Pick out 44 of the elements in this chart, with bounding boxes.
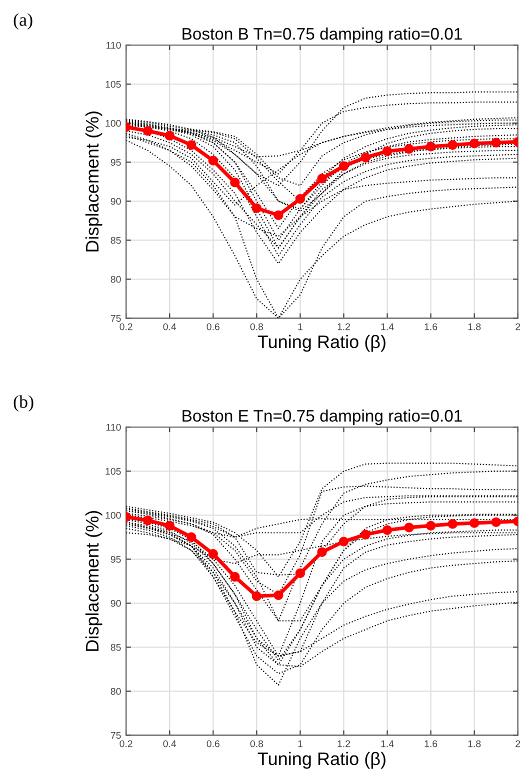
text: (a) [14, 13, 32, 30]
x-tick-label: 1.8 [468, 740, 481, 748]
x-tick-label: 1.2 [338, 740, 350, 748]
x-tick-label: 0.6 [206, 740, 220, 748]
chart-title: Boston E Tn=0.75 damping ratio=0.01 [182, 409, 462, 426]
y-tick-label: 75 [110, 315, 121, 322]
y-tick-label: 80 [110, 688, 121, 695]
x-tick-label: 1 [298, 740, 302, 748]
x-tick-label: 1.6 [424, 740, 438, 748]
x-tick-label: 1 [298, 323, 302, 330]
y-tick-label: 100 [106, 512, 121, 519]
x-tick-label: 0.4 [163, 323, 176, 330]
x-tick-label: 0.2 [120, 323, 132, 330]
y-tick-label: 105 [106, 80, 121, 88]
x-tick-label: 1.4 [381, 323, 394, 330]
y-tick-label: 105 [106, 468, 121, 475]
x-tick-label: 0.8 [250, 740, 264, 748]
y-tick-label: 95 [110, 158, 121, 166]
y-tick-label: 75 [110, 732, 121, 739]
y-tick-label: 85 [110, 236, 121, 244]
x-tick-label: 2 [516, 323, 520, 330]
x-tick-label: 0.6 [206, 323, 220, 330]
y-tick-label: 80 [110, 276, 121, 283]
x-axis-title: Tuning Ratio (β) [258, 334, 386, 352]
x-tick-label: 0.4 [163, 740, 176, 748]
x-tick-label: 0.8 [250, 323, 264, 330]
y-axis-title: Displacement (%) [85, 112, 102, 252]
y-tick-label: 90 [110, 600, 121, 607]
x-tick-label: 1.2 [338, 323, 350, 330]
x-tick-label: 2 [516, 740, 520, 748]
x-tick-label: 1.6 [424, 323, 438, 330]
x-tick-label: 1.8 [468, 323, 481, 330]
x-axis-title: Tuning Ratio (β) [258, 752, 386, 769]
chart-title: Boston B Tn=0.75 damping ratio=0.01 [182, 27, 462, 44]
y-tick-label: 100 [106, 120, 121, 127]
y-tick-label: 85 [110, 644, 121, 651]
y-tick-label: 110 [106, 42, 121, 49]
x-tick-label: 0.2 [120, 740, 132, 748]
y-axis-title: Displacement (%) [85, 511, 102, 651]
text: (b) [14, 395, 34, 412]
y-tick-label: 95 [110, 556, 121, 563]
x-tick-label: 1.4 [381, 740, 394, 748]
y-tick-label: 90 [110, 198, 121, 205]
y-tick-label: 110 [106, 424, 121, 431]
